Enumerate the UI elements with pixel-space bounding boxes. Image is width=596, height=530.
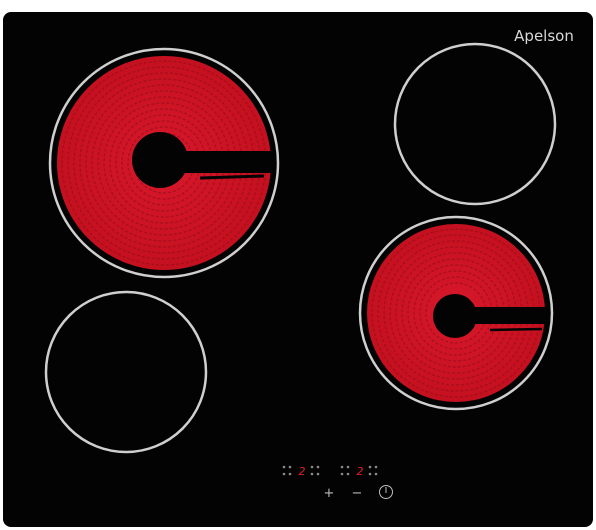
control-panel	[282, 465, 378, 476]
hot-burner	[48, 47, 280, 279]
zone-display: 2	[357, 465, 364, 478]
minus-button[interactable]: −	[352, 486, 363, 501]
brand-logo: Apelson	[514, 27, 574, 45]
hot-burner	[358, 215, 554, 411]
burner-ring	[44, 290, 208, 454]
burner-ring	[393, 42, 557, 206]
zone-display: 2	[299, 465, 306, 478]
plus-button[interactable]: +	[324, 486, 335, 501]
power-button[interactable]	[379, 485, 393, 499]
